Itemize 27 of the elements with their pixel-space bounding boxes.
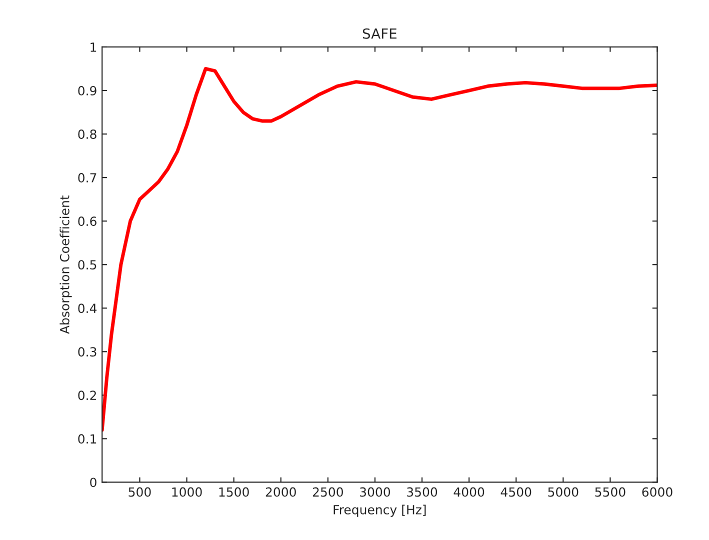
y-tick-label: 0.9 <box>78 86 96 96</box>
x-tick-label: 5500 <box>595 487 626 497</box>
x-tick-label: 1500 <box>219 487 249 497</box>
x-tick-label: 3500 <box>407 487 438 497</box>
y-tick-label: 0.6 <box>78 216 96 226</box>
x-tick-label: 500 <box>128 487 151 497</box>
x-tick-label: 3000 <box>360 487 390 497</box>
y-tick-label: 0.3 <box>78 347 96 357</box>
chart-title: SAFE <box>362 28 396 39</box>
x-tick-label: 4000 <box>454 487 484 497</box>
y-axis-title: Absorption Coefficient <box>60 195 72 334</box>
y-tick-label: 0.8 <box>78 130 96 139</box>
x-tick-label: 6000 <box>642 487 672 497</box>
y-tick-label: 0.4 <box>78 304 97 314</box>
x-tick-label: 2500 <box>312 487 343 497</box>
y-tick-label: 0 <box>90 478 96 488</box>
line-series <box>102 67 658 432</box>
x-tick-label: 2000 <box>266 487 296 497</box>
y-tick-label: 0.5 <box>78 260 96 270</box>
y-tick-label: 0.2 <box>78 390 96 400</box>
x-tick-label: 1000 <box>172 487 202 497</box>
x-tick-label: 4500 <box>500 487 532 497</box>
y-tick-label: 1 <box>90 42 96 52</box>
x-axis-title: Frequency [Hz] <box>334 504 426 517</box>
x-tick-label: 5000 <box>548 487 578 497</box>
y-tick-label: 0.1 <box>78 434 96 444</box>
y-tick-label: 0.7 <box>78 173 96 182</box>
